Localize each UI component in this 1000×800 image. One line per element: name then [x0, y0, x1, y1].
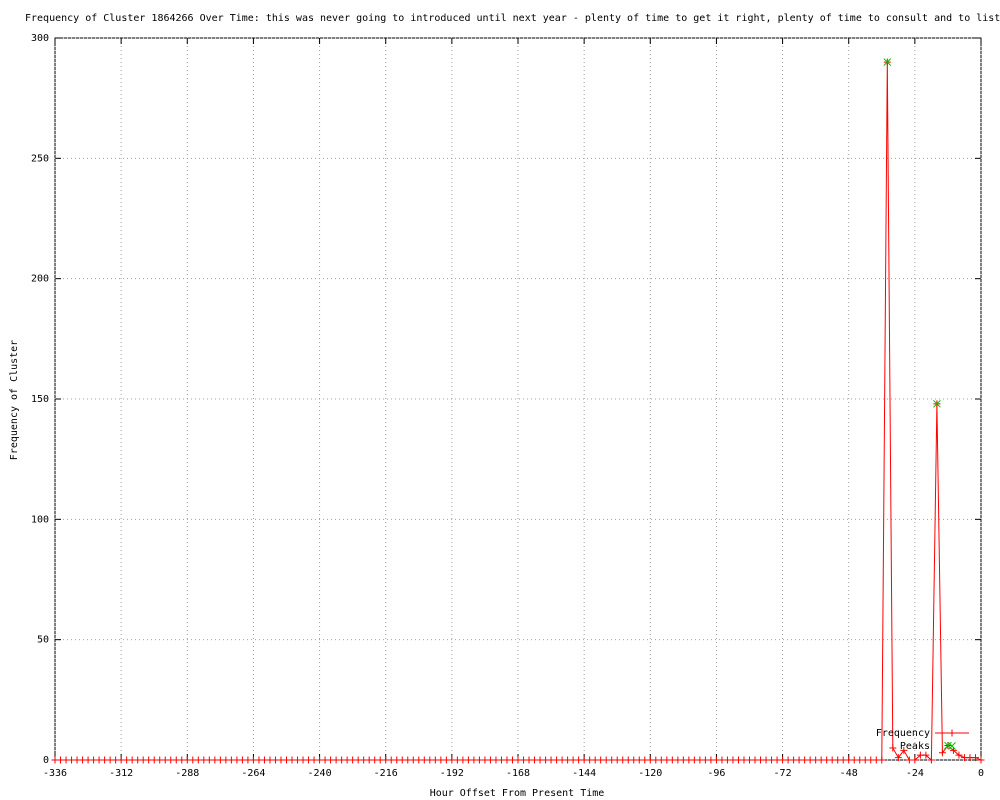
- y-tick-label: 150: [31, 394, 49, 405]
- data-point: [938, 749, 946, 757]
- data-point: [922, 751, 930, 759]
- legend-marker: [948, 729, 956, 737]
- x-tick-label: -288: [175, 768, 199, 779]
- data-point: [889, 744, 897, 752]
- x-tick-label: -72: [774, 768, 792, 779]
- x-axis-label: Hour Offset From Present Time: [430, 788, 605, 799]
- data-point: [883, 58, 892, 66]
- x-tick-label: 0: [978, 768, 984, 779]
- x-tick-label: -144: [572, 768, 596, 779]
- x-tick-label: -96: [707, 768, 725, 779]
- x-tick-label: -168: [506, 768, 530, 779]
- y-axis-label: Frequency of Cluster: [9, 340, 20, 460]
- legend-label: Peaks: [900, 741, 930, 752]
- y-tick-label: 100: [31, 514, 49, 525]
- y-tick-label: 250: [31, 153, 49, 164]
- x-tick-label: -264: [241, 768, 265, 779]
- x-tick-label: -120: [638, 768, 662, 779]
- x-tick-label: -48: [840, 768, 858, 779]
- data-point: [878, 756, 886, 764]
- y-tick-label: 200: [31, 274, 49, 285]
- x-tick-label: -216: [374, 768, 398, 779]
- legend-label: Frequency: [876, 728, 930, 739]
- y-tick-label: 50: [37, 635, 49, 646]
- data-point: [971, 754, 979, 762]
- data-point: [900, 746, 908, 754]
- y-tick-label: 0: [43, 755, 49, 766]
- data-point: [977, 756, 985, 764]
- legend-marker: [948, 742, 956, 750]
- y-tick-label: 300: [31, 33, 49, 44]
- data-point: [927, 756, 935, 764]
- x-tick-label: -336: [43, 768, 67, 779]
- x-tick-label: -192: [440, 768, 464, 779]
- data-point: [894, 754, 902, 762]
- data-point: [911, 756, 919, 764]
- chart-title: Frequency of Cluster 1864266 Over Time: …: [25, 13, 1000, 24]
- x-tick-label: -24: [906, 768, 924, 779]
- data-point: [955, 751, 963, 759]
- x-tick-label: -240: [308, 768, 332, 779]
- x-tick-label: -312: [109, 768, 133, 779]
- data-point: [933, 399, 941, 408]
